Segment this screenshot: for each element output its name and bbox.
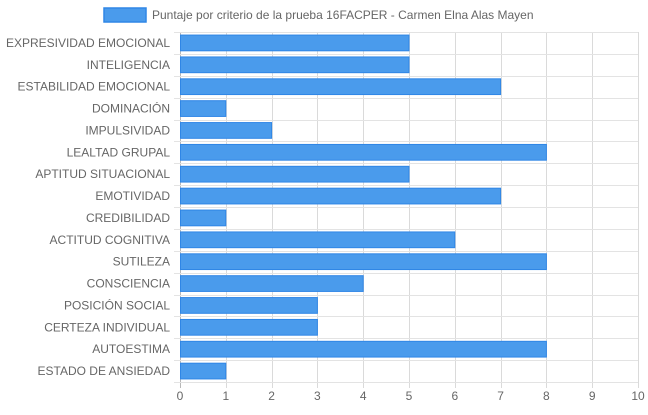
bar[interactable] bbox=[180, 78, 502, 96]
x-tick-label: 4 bbox=[360, 389, 367, 403]
bar[interactable] bbox=[180, 318, 318, 336]
category-label: DOMINACIÓN bbox=[92, 101, 170, 116]
x-tick-label: 1 bbox=[222, 389, 229, 403]
x-tick-label: 7 bbox=[497, 389, 504, 403]
x-tick-label: 6 bbox=[451, 389, 458, 403]
bar[interactable] bbox=[180, 209, 227, 227]
bar[interactable] bbox=[180, 100, 227, 117]
bar[interactable] bbox=[180, 340, 547, 358]
x-tick-label: 9 bbox=[589, 389, 596, 403]
bar[interactable] bbox=[180, 143, 547, 161]
category-label: LEALTAD GRUPAL bbox=[67, 145, 171, 159]
bar[interactable] bbox=[180, 187, 502, 205]
x-tick-label: 2 bbox=[268, 389, 275, 403]
legend-label: Puntaje por criterio de la prueba 16FACP… bbox=[152, 8, 534, 22]
bar[interactable] bbox=[180, 275, 364, 292]
category-label: ESTABILIDAD EMOCIONAL bbox=[18, 80, 171, 94]
bar[interactable] bbox=[180, 56, 410, 74]
x-tick-label: 8 bbox=[543, 389, 550, 403]
category-label: APTITUD SITUACIONAL bbox=[35, 167, 170, 181]
x-tick-label: 0 bbox=[177, 389, 184, 403]
category-label: IMPULSIVIDAD bbox=[85, 123, 170, 137]
category-label: ACTITUD COGNITIVA bbox=[50, 233, 170, 247]
category-label: EMOTIVIDAD bbox=[95, 189, 170, 203]
x-tick-label: 3 bbox=[314, 389, 321, 403]
category-label: INTELIGENCIA bbox=[87, 58, 170, 72]
legend[interactable]: Puntaje por criterio de la prueba 16FACP… bbox=[103, 7, 534, 23]
category-label: CREDIBILIDAD bbox=[86, 211, 170, 225]
category-label: EXPRESIVIDAD EMOCIONAL bbox=[6, 36, 170, 50]
bar[interactable] bbox=[180, 297, 318, 314]
bars bbox=[180, 34, 547, 380]
category-label: CERTEZA INDIVIDUAL bbox=[44, 320, 170, 334]
bar[interactable] bbox=[180, 34, 410, 52]
category-label: AUTOESTIMA bbox=[92, 342, 170, 356]
bar[interactable] bbox=[180, 362, 227, 380]
category-label: SUTILEZA bbox=[113, 255, 170, 269]
category-label: CONSCIENCIA bbox=[87, 277, 170, 291]
category-label: ESTADO DE ANSIEDAD bbox=[38, 364, 171, 378]
legend-swatch bbox=[103, 7, 147, 23]
bar[interactable] bbox=[180, 122, 273, 139]
category-label: POSICIÓN SOCIAL bbox=[64, 297, 170, 312]
x-tick-label: 10 bbox=[631, 389, 645, 403]
bar[interactable] bbox=[180, 231, 456, 249]
bar[interactable] bbox=[180, 253, 547, 271]
category-labels: EXPRESIVIDAD EMOCIONAL INTELIGENCIA ESTABI… bbox=[6, 36, 170, 378]
x-axis-tick-labels: 0 1 2 3 4 5 6 7 8 9 10 bbox=[177, 389, 645, 403]
x-tick-label: 5 bbox=[406, 389, 413, 403]
bar[interactable] bbox=[180, 165, 410, 183]
